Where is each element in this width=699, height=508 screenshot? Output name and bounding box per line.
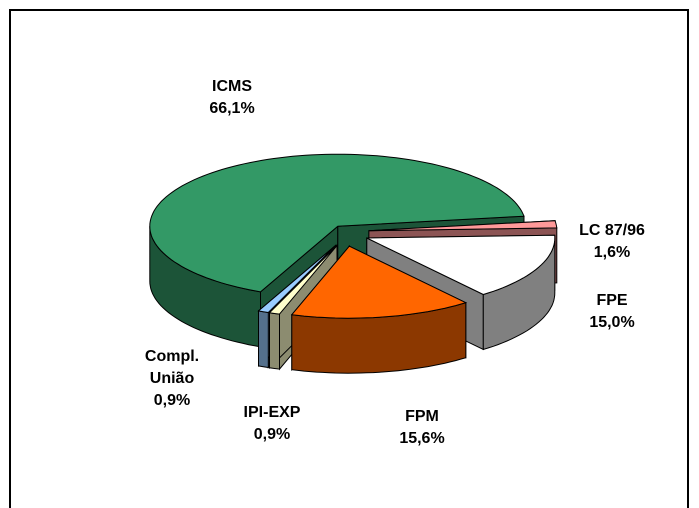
slice-label: Compl. União 0,9% (137, 346, 207, 412)
slice-label: LC 87/96 1,6% (567, 220, 657, 264)
value-label: 66,1% (209, 100, 255, 117)
category-name: Compl. União (144, 348, 200, 387)
category-name: IPI-EXP (243, 404, 301, 421)
slice-top (149, 153, 525, 293)
value-label: 0,9% (253, 426, 291, 443)
category-name: FPM (405, 408, 439, 425)
slice-label: ICMS 66,1% (187, 76, 277, 120)
slice-wall (258, 310, 269, 369)
value-label: 15,6% (399, 430, 445, 447)
slice-label: FPE 15,0% (567, 290, 657, 334)
value-label: 1,6% (593, 244, 631, 261)
frame (9, 9, 689, 508)
category-name: FPE (596, 292, 628, 309)
slice-top (268, 245, 338, 315)
slice-label: IPI-EXP 0,9% (227, 402, 317, 446)
value-label: 15,0% (589, 314, 635, 331)
slice-top (257, 244, 337, 314)
slice-wall (269, 312, 280, 370)
category-name: ICMS (212, 78, 252, 95)
value-label: 0,9% (153, 392, 191, 409)
slice-top (368, 220, 558, 232)
slice-top (366, 234, 556, 296)
slice-label: FPM 15,6% (377, 406, 467, 450)
slice (290, 244, 468, 374)
category-name: LC 87/96 (579, 222, 645, 239)
slice-top (290, 245, 468, 319)
